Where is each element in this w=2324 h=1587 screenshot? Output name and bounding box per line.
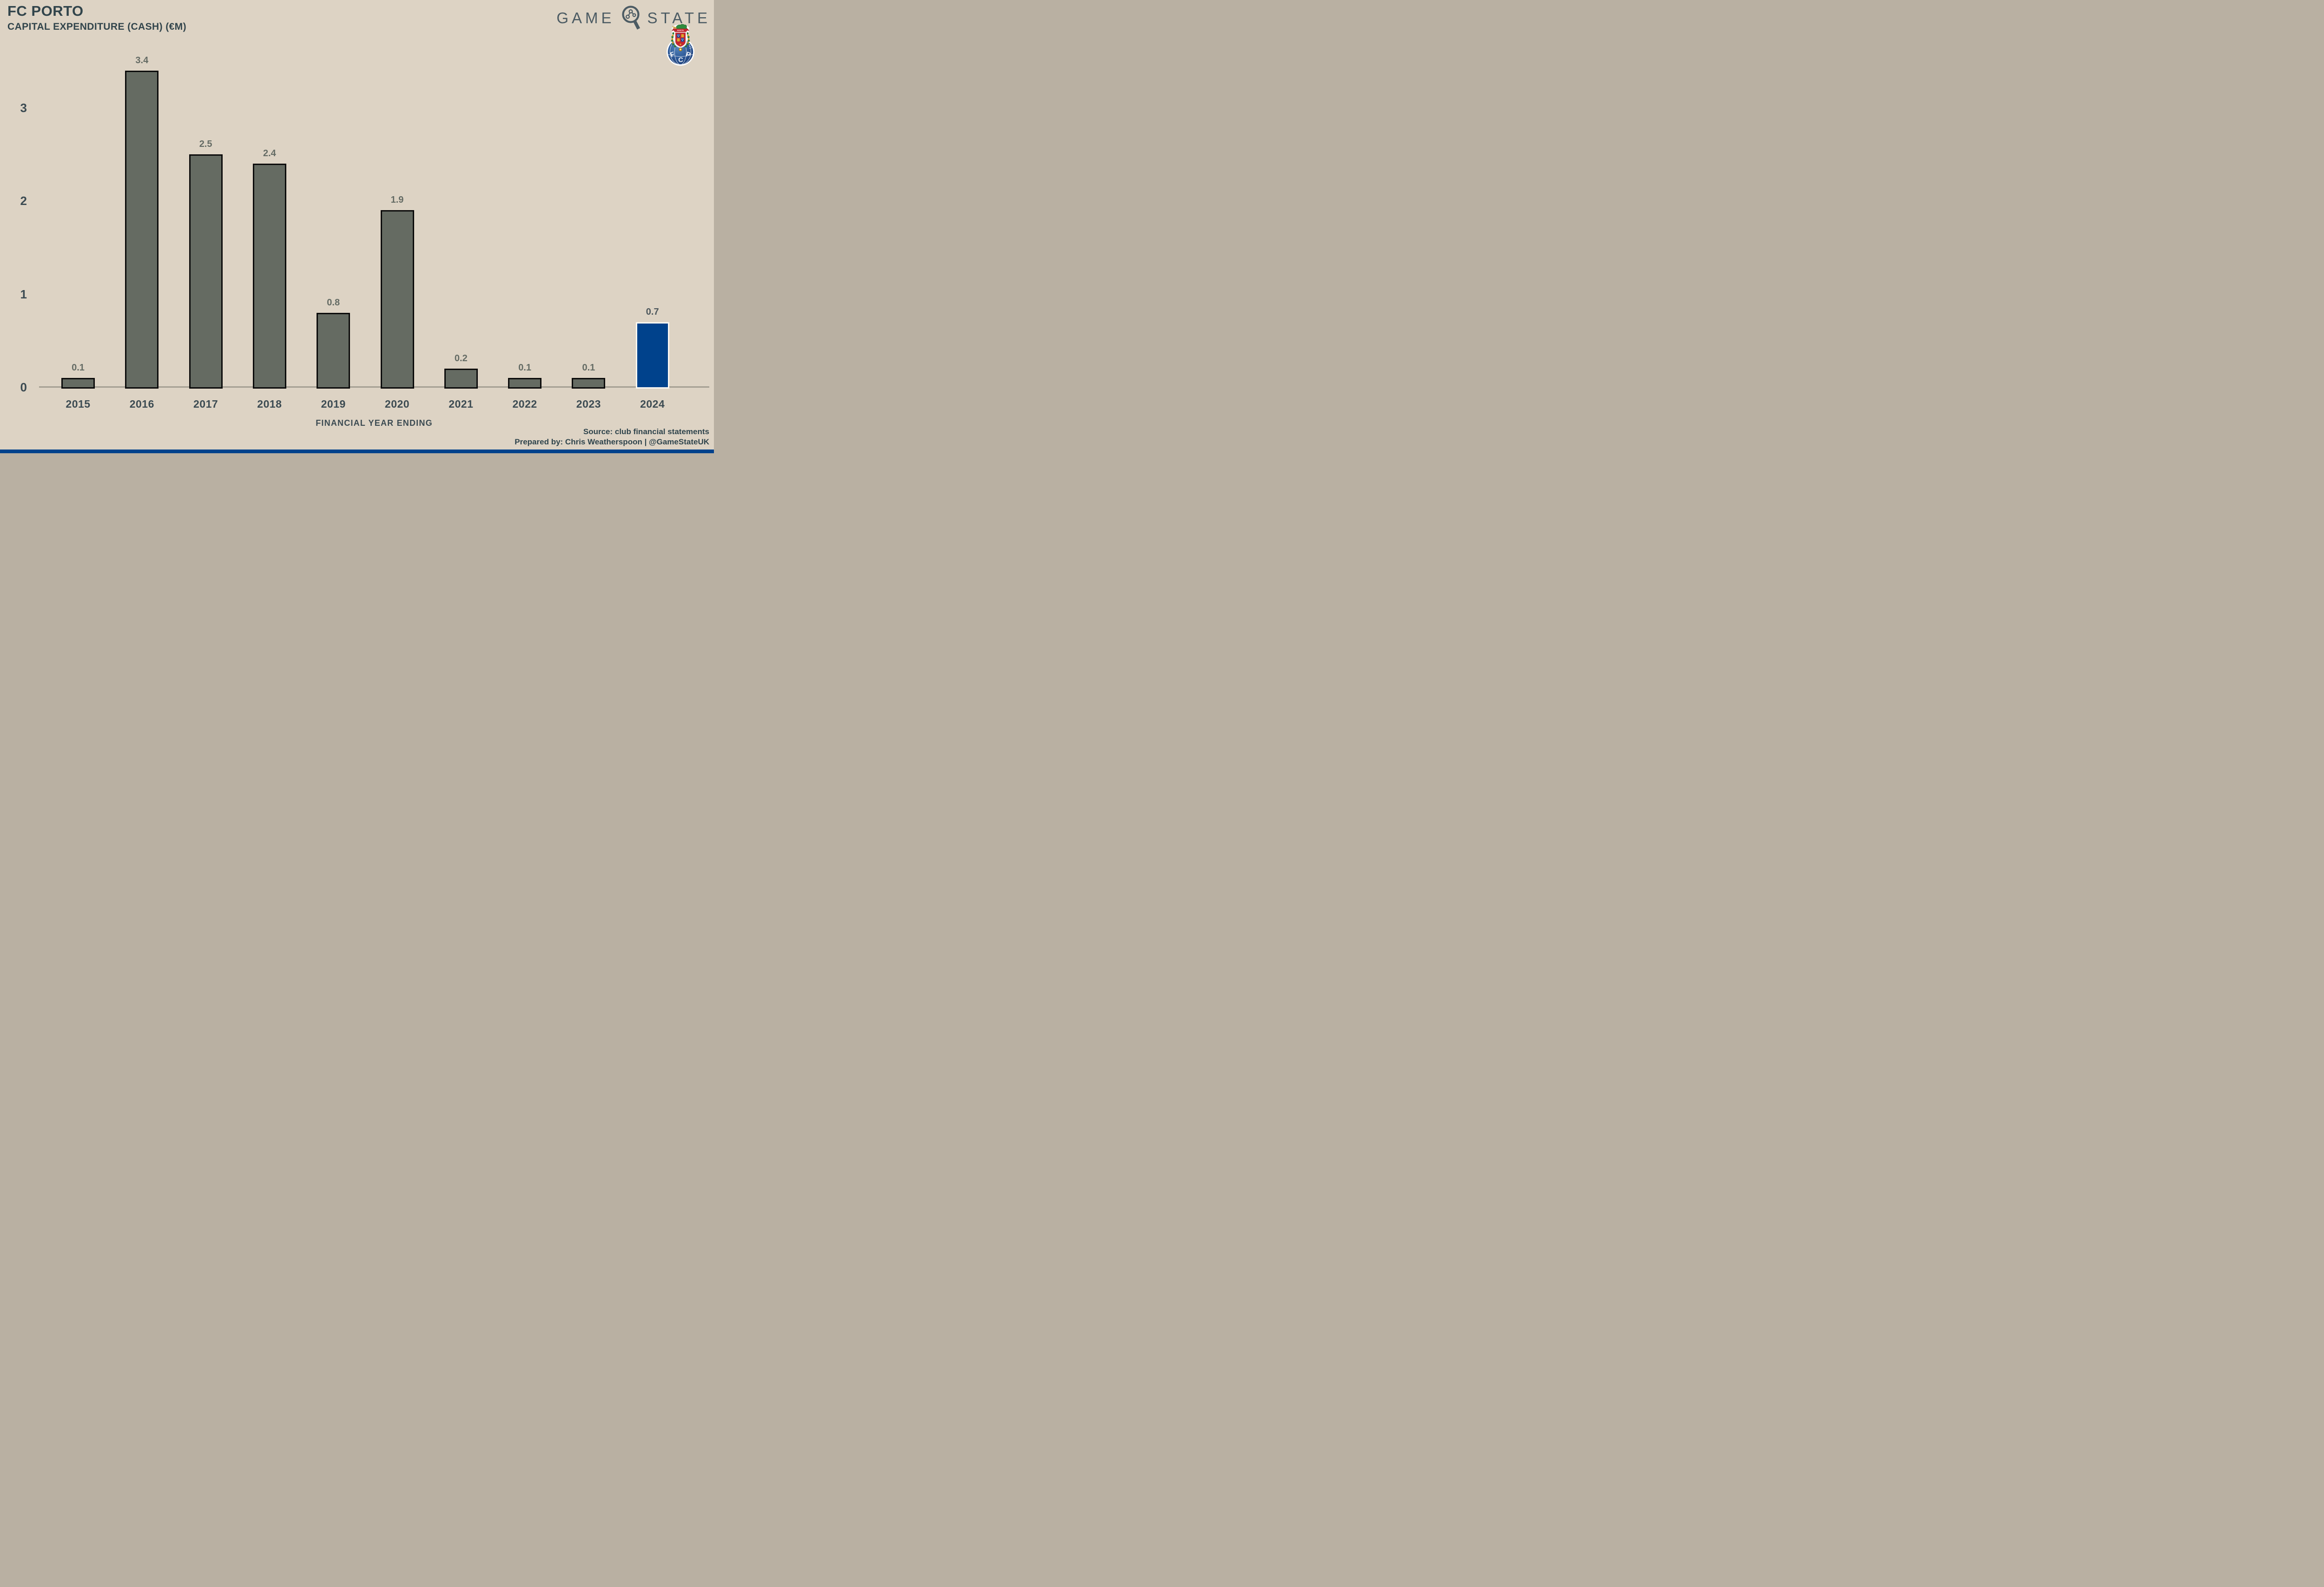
magnifier-network-icon	[621, 6, 640, 30]
x-tick-2015: 2015	[66, 398, 91, 410]
bar-2024	[635, 322, 669, 389]
game-state-logo: GAME STATE	[556, 5, 707, 31]
source-note: Source: club financial statements	[583, 427, 709, 436]
x-tick-2020: 2020	[384, 398, 410, 410]
y-tick-2: 2	[20, 194, 27, 208]
x-tick-2024: 2024	[640, 398, 665, 410]
value-label-2023: 0.1	[582, 363, 595, 373]
bar-2019	[317, 313, 350, 389]
bar-2015	[61, 378, 95, 389]
y-tick-3: 3	[20, 101, 27, 115]
bar-2018	[252, 164, 286, 389]
value-label-2015: 0.1	[72, 363, 85, 373]
bar-2017	[189, 154, 223, 389]
value-label-2017: 2.5	[199, 139, 212, 149]
bar-2016	[125, 71, 159, 389]
brand-word-game: GAME	[556, 9, 615, 26]
svg-text:C: C	[678, 57, 683, 64]
value-label-2021: 0.2	[454, 353, 468, 364]
value-label-2024: 0.7	[646, 307, 659, 317]
infographic-root: FC PORTO CAPITAL EXPENDITURE (CASH) (€M)…	[0, 0, 714, 453]
fc-porto-crest-icon: F C P	[667, 24, 694, 66]
bar-2021	[444, 369, 478, 389]
brand-word-state: STATE	[647, 9, 711, 26]
x-tick-2019: 2019	[321, 398, 346, 410]
bottom-accent-bar	[0, 450, 714, 453]
bar-2020	[380, 210, 414, 389]
bar-chart: FINANCIAL YEAR ENDING 0 1 2 3 0.1 2015 3.4 2016…	[0, 0, 714, 453]
value-label-2019: 0.8	[327, 298, 340, 308]
x-axis-title: FINANCIAL YEAR ENDING	[316, 418, 433, 428]
x-tick-2017: 2017	[193, 398, 218, 410]
footer-credits: Source: club financial statements Prepar…	[515, 427, 709, 447]
bar-2023	[572, 378, 606, 389]
x-tick-2016: 2016	[129, 398, 154, 410]
x-axis-line	[39, 386, 709, 388]
bar-2022	[508, 378, 542, 389]
y-tick-0: 0	[20, 380, 27, 394]
x-tick-2022: 2022	[512, 398, 537, 410]
prepared-by-note: Prepared by: Chris Weatherspoon | @GameS…	[515, 437, 709, 446]
value-label-2018: 2.4	[263, 148, 276, 159]
x-tick-2021: 2021	[449, 398, 474, 410]
x-tick-2018: 2018	[257, 398, 282, 410]
y-tick-1: 1	[20, 287, 27, 301]
value-label-2016: 3.4	[135, 55, 149, 66]
value-label-2020: 1.9	[390, 195, 404, 205]
value-label-2022: 0.1	[518, 363, 531, 373]
page-title: FC PORTO	[7, 3, 84, 19]
x-tick-2023: 2023	[576, 398, 601, 410]
crest-motto-text: INVICTA	[677, 30, 684, 32]
page-subtitle: CAPITAL EXPENDITURE (CASH) (€M)	[7, 21, 186, 32]
